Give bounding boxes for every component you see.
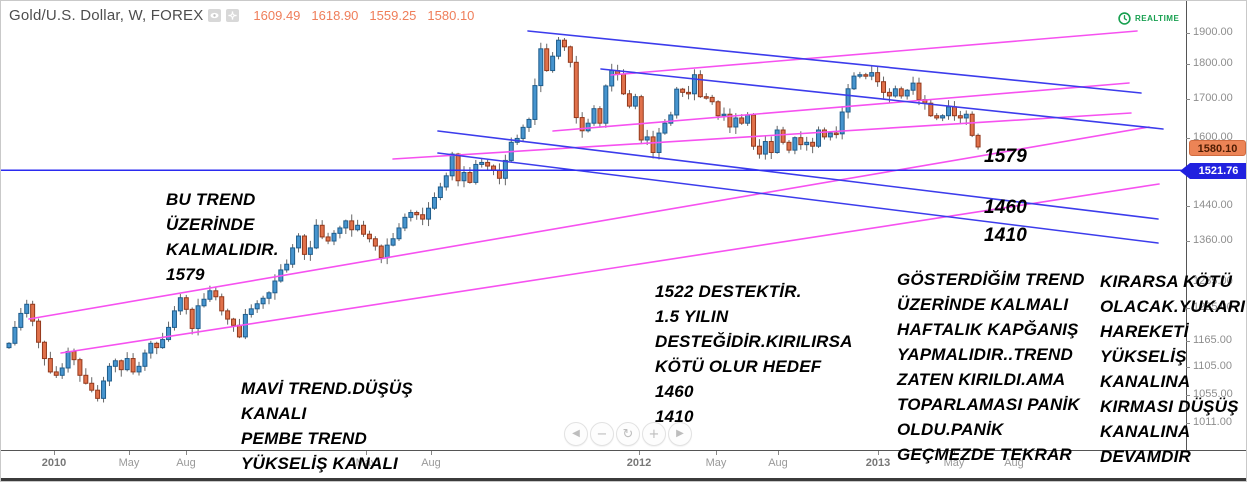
- bottom-bar: [1, 478, 1246, 481]
- annotation-text[interactable]: MAVİ TREND.DÜŞÜŞ KANALI PEMBE TREND YÜKSELİ…: [241, 379, 413, 473]
- annotation-text[interactable]: GÖSTERDİĞİM TREND ÜZERİNDE KALMALI HAFTALI…: [897, 270, 1085, 464]
- time-axis-label: Aug: [176, 457, 196, 469]
- candlestick-chart[interactable]: [1, 1, 1186, 450]
- close-value: 1580.10: [427, 8, 475, 23]
- last-price-badge: 1580.10: [1189, 140, 1246, 156]
- time-axis-label: May: [943, 457, 965, 469]
- annotation-text[interactable]: 1579: [984, 146, 1028, 167]
- price-axis-tick: [1186, 282, 1190, 283]
- price-axis-label: 1055.00: [1193, 388, 1233, 400]
- annotation-text[interactable]: 1460: [984, 197, 1028, 218]
- price-axis-tick: [1186, 64, 1190, 65]
- price-axis-tick: [1186, 138, 1190, 139]
- time-axis-tick: [431, 451, 432, 455]
- price-axis-tick: [1186, 395, 1190, 396]
- price-axis-label: 1440.00: [1193, 199, 1233, 211]
- time-axis-tick: [878, 451, 879, 455]
- ohlc-values: 1609.49 1618.90 1559.25 1580.10: [253, 8, 474, 23]
- zoom-in-button[interactable]: +: [642, 422, 666, 446]
- gear-icon[interactable]: [226, 9, 240, 22]
- price-axis-tick: [1186, 367, 1190, 368]
- high-value: 1618.90: [311, 8, 359, 23]
- price-axis-tick: [1186, 241, 1190, 242]
- price-axis-tick: [1186, 308, 1190, 309]
- price-axis-label: 1165.00: [1193, 334, 1232, 346]
- time-axis[interactable]: 2010 May Aug May Aug 2012 May Aug 2013 May Aug: [1, 450, 1246, 478]
- price-axis-tick: [1186, 206, 1190, 207]
- clock-icon: [1118, 12, 1131, 25]
- price-axis-label: 1900.00: [1193, 26, 1233, 38]
- price-axis-label: 1700.00: [1193, 92, 1233, 104]
- symbol-title: Gold/U.S. Dollar, W, FOREX: [9, 7, 204, 24]
- time-axis-tick: [366, 451, 367, 455]
- reset-view-button[interactable]: ↻: [616, 422, 640, 446]
- annotation-text[interactable]: 1410: [984, 225, 1028, 246]
- time-axis-label: Aug: [768, 457, 788, 469]
- annotation-text[interactable]: BU TREND ÜZERİNDE KALMALIDIR. 1579: [166, 190, 279, 284]
- price-axis-label: 1285.00: [1193, 275, 1233, 287]
- price-level-badge: 1521.76: [1180, 163, 1246, 179]
- price-axis-label: 1800.00: [1193, 57, 1233, 69]
- time-axis-label: 2013: [865, 457, 891, 469]
- price-axis-label: 1105.00: [1193, 360, 1232, 372]
- realtime-badge: REALTIME: [1118, 12, 1179, 25]
- time-axis-tick: [716, 451, 717, 455]
- scroll-right-button[interactable]: ▶: [668, 422, 692, 446]
- eye-icon[interactable]: [208, 9, 222, 22]
- annotation-text[interactable]: KIRARSA KÖTÜ OLACAK.YUKARI HAREKETİ YÜKSELİ…: [1100, 272, 1246, 466]
- realtime-label: REALTIME: [1135, 14, 1180, 23]
- price-axis[interactable]: 1900.00 1800.00 1700.00 1600.00 1440.00 1360.…: [1186, 1, 1246, 450]
- time-axis-label: 2010: [41, 457, 67, 469]
- time-axis-tick: [954, 451, 955, 455]
- annotation-text[interactable]: 1522 DESTEKTİR. 1.5 YILIN DESTEĞİDİR.KIRIL…: [655, 282, 853, 426]
- scroll-left-button[interactable]: ◀: [564, 422, 588, 446]
- low-value: 1559.25: [369, 8, 417, 23]
- time-axis-tick: [54, 451, 55, 455]
- time-axis-label: Aug: [1004, 457, 1024, 469]
- time-axis-label: May: [705, 457, 727, 469]
- price-axis-tick: [1186, 99, 1190, 100]
- chart-header: Gold/U.S. Dollar, W, FOREX 1609.49 1618.…: [9, 7, 474, 24]
- open-value: 1609.49: [253, 8, 301, 23]
- price-axis-tick: [1186, 341, 1190, 342]
- chart-nav-controls: ◀ − ↻ + ▶: [564, 422, 692, 446]
- price-axis-label: 1011.00: [1193, 416, 1232, 428]
- time-axis-label: May: [118, 457, 140, 469]
- zoom-out-button[interactable]: −: [590, 422, 614, 446]
- time-axis-tick: [778, 451, 779, 455]
- time-axis-tick: [1014, 451, 1015, 455]
- price-axis-tick: [1186, 423, 1190, 424]
- price-axis-label: 1360.00: [1193, 234, 1233, 246]
- time-axis-label: 2012: [626, 457, 652, 469]
- time-axis-tick: [639, 451, 640, 455]
- time-axis-label: May: [355, 457, 377, 469]
- price-axis-label: 1225.00: [1193, 301, 1233, 313]
- time-axis-label: Aug: [421, 457, 441, 469]
- time-axis-tick: [186, 451, 187, 455]
- time-axis-tick: [129, 451, 130, 455]
- price-axis-tick: [1186, 33, 1190, 34]
